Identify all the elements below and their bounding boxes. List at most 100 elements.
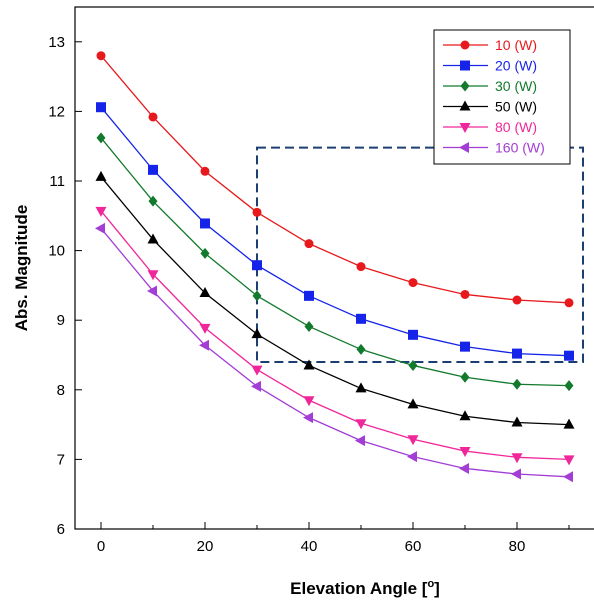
legend: 10 (W) 20 (W) 30 (W) 50 (W) 80 (W) 160 (W)	[433, 29, 571, 165]
data-point	[303, 396, 315, 407]
data-point	[564, 380, 574, 392]
y-axis-title: Abs. Magnitude	[12, 205, 31, 332]
y-tick-label: 13	[48, 34, 65, 51]
data-point	[563, 418, 575, 429]
data-point	[355, 382, 367, 393]
data-point	[408, 278, 418, 288]
data-point	[408, 329, 418, 340]
series-line-1	[100, 106, 570, 357]
y-tick-label: 10	[48, 243, 65, 260]
data-point	[407, 435, 419, 446]
legend-marker	[459, 142, 469, 153]
legend-label: 30 (W)	[495, 78, 537, 94]
legend-entry: 50 (W)	[443, 99, 537, 115]
series-line-3	[100, 176, 570, 426]
data-point	[199, 339, 209, 351]
data-point	[459, 462, 469, 474]
data-point	[407, 451, 417, 463]
legend-entry: 30 (W)	[443, 78, 537, 94]
y-tick-label: 12	[48, 103, 65, 120]
y-tick-label: 11	[49, 173, 65, 190]
data-point	[460, 371, 470, 383]
data-point	[200, 218, 210, 229]
data-point	[304, 239, 314, 249]
y-tick-label: 6	[57, 521, 65, 538]
data-point	[95, 206, 107, 217]
data-point	[96, 102, 106, 113]
series-markers	[95, 51, 575, 483]
legend-label: 50 (W)	[495, 99, 537, 115]
series-line-2	[100, 137, 570, 387]
data-point	[304, 290, 314, 301]
legend-entry: 10 (W)	[443, 37, 537, 53]
data-point	[251, 380, 261, 392]
x-axis-title-close: ]	[434, 579, 440, 598]
legend-label: 10 (W)	[495, 37, 537, 53]
data-point	[511, 468, 521, 480]
data-point	[355, 435, 365, 447]
data-point	[252, 260, 262, 271]
data-point	[512, 378, 522, 390]
legend-box	[433, 29, 571, 165]
data-point	[303, 412, 313, 424]
data-point	[252, 207, 262, 217]
data-point	[511, 453, 523, 464]
data-point	[200, 247, 210, 259]
legend-label: 80 (W)	[495, 119, 537, 135]
data-point	[563, 455, 575, 466]
legend-marker	[459, 123, 471, 133]
data-point	[95, 170, 107, 181]
data-point	[251, 365, 263, 376]
y-tick-label: 8	[57, 382, 65, 399]
data-point	[148, 164, 158, 175]
data-point	[147, 270, 159, 281]
data-point	[200, 166, 210, 176]
legend-marker	[460, 80, 470, 92]
data-point	[408, 359, 418, 371]
data-point	[564, 298, 574, 308]
data-point	[95, 222, 105, 234]
data-point	[199, 323, 211, 334]
x-tick-label: 0	[97, 538, 105, 555]
data-point	[459, 447, 471, 458]
y-tick-label: 9	[57, 312, 65, 329]
series-line-0	[100, 55, 570, 304]
x-axis-title: Elevation Angle [o]	[290, 578, 440, 598]
x-tick-label: 40	[301, 538, 318, 555]
data-point	[460, 289, 470, 299]
data-point	[356, 262, 366, 272]
data-point	[147, 285, 157, 297]
annotation-layer	[256, 146, 584, 363]
data-point	[199, 287, 211, 298]
data-point	[304, 320, 314, 332]
data-point	[148, 195, 158, 207]
x-axis-ticks: 0 20 40 60 80	[97, 522, 570, 555]
legend-entry: 20 (W)	[443, 58, 537, 74]
y-axis-ticks: 6 7 8 9 10 11 12 13	[48, 34, 82, 538]
data-point	[303, 359, 315, 370]
data-point	[96, 51, 106, 61]
x-axis-title-sup: o	[427, 578, 434, 590]
series-line-4	[100, 210, 570, 461]
legend-label: 20 (W)	[495, 58, 537, 74]
data-point	[563, 471, 573, 483]
data-point	[355, 419, 367, 430]
legend-marker	[460, 40, 470, 50]
legend-entry: 160 (W)	[443, 140, 545, 156]
plot-frame	[74, 6, 594, 530]
data-point	[511, 416, 523, 427]
data-point	[512, 295, 522, 305]
data-point	[512, 348, 522, 359]
y-tick-label: 7	[57, 451, 65, 468]
data-point	[148, 112, 158, 122]
data-point	[252, 290, 262, 302]
series-lines	[100, 55, 570, 478]
data-point	[356, 313, 366, 324]
x-tick-label: 60	[405, 538, 422, 555]
legend-entry: 80 (W)	[443, 119, 537, 135]
legend-marker	[460, 60, 470, 71]
data-point	[96, 132, 106, 144]
x-tick-label: 20	[197, 538, 214, 555]
data-point	[564, 350, 574, 361]
